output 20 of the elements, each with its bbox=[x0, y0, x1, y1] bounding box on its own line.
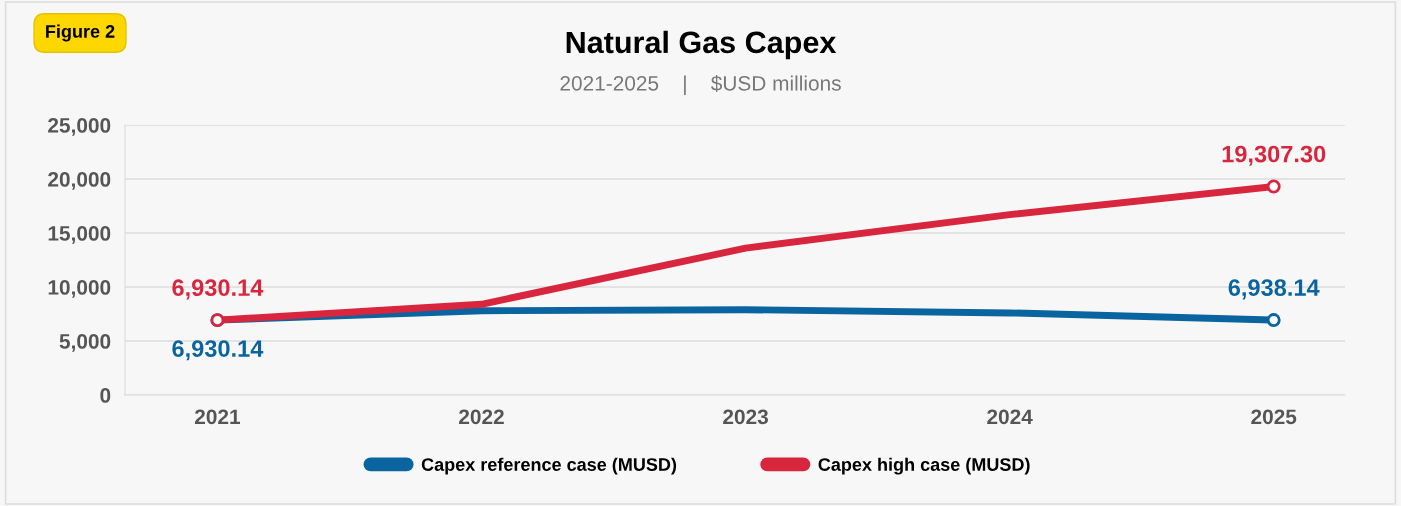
x-tick-label: 2023 bbox=[723, 409, 768, 425]
y-tick-label: 0 bbox=[100, 388, 111, 403]
x-tick-label: 2021 bbox=[194, 409, 241, 425]
caption: Figure 2 bbox=[46, 24, 115, 42]
x-tick-label: 2022 bbox=[459, 409, 504, 425]
y-tick-label: 5,000 bbox=[59, 334, 111, 352]
data-label: 19,307.30 bbox=[1222, 145, 1326, 166]
data-label: 6,938.14 bbox=[1228, 279, 1320, 300]
y-tick-label: 25,000 bbox=[48, 118, 111, 136]
chart-title: Natural Gas Capex bbox=[566, 30, 837, 60]
y-tick-label: 10,000 bbox=[48, 280, 111, 298]
legend-label: Capex reference case (MUSD) bbox=[421, 457, 677, 475]
chart-subtitle: 2021-2025 | $USD millions bbox=[560, 75, 841, 95]
y-tick-label: 15,000 bbox=[48, 226, 111, 244]
data-label: 6,930.14 bbox=[172, 340, 264, 361]
y-tick-label: 20,000 bbox=[48, 172, 111, 190]
x-tick-label: 2025 bbox=[1251, 409, 1297, 425]
x-tick-label: 2024 bbox=[987, 409, 1033, 425]
data-label: 6,930.14 bbox=[172, 279, 264, 300]
legend-label: Capex high case (MUSD) bbox=[818, 457, 1030, 475]
